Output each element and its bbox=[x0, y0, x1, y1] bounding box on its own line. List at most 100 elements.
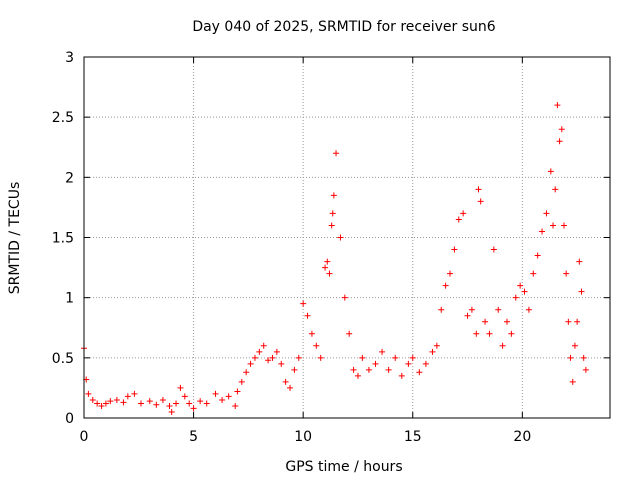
data-point bbox=[333, 150, 340, 157]
data-point bbox=[578, 288, 585, 295]
data-point bbox=[571, 342, 578, 349]
data-point bbox=[308, 330, 315, 337]
y-tick-label: 1 bbox=[65, 291, 74, 307]
data-point bbox=[166, 402, 173, 409]
data-point bbox=[124, 393, 131, 400]
data-point bbox=[177, 384, 184, 391]
y-tick-label: 0.5 bbox=[52, 351, 74, 367]
data-point bbox=[265, 357, 272, 364]
data-point bbox=[190, 405, 197, 412]
data-point bbox=[197, 398, 204, 405]
data-point bbox=[212, 390, 219, 397]
data-point bbox=[455, 216, 462, 223]
data-point bbox=[232, 402, 239, 409]
chart-title: Day 040 of 2025, SRMTID for receiver sun… bbox=[192, 19, 495, 35]
data-point bbox=[563, 270, 570, 277]
data-point bbox=[503, 318, 510, 325]
y-tick-label: 0 bbox=[65, 411, 74, 427]
data-point bbox=[313, 342, 320, 349]
data-point bbox=[567, 354, 574, 361]
data-point bbox=[102, 400, 109, 407]
x-tick-label: 20 bbox=[513, 429, 531, 445]
data-point bbox=[558, 126, 565, 133]
data-point bbox=[256, 348, 263, 355]
data-point bbox=[508, 330, 515, 337]
data-point bbox=[486, 330, 493, 337]
data-point bbox=[468, 306, 475, 313]
data-point bbox=[543, 210, 550, 217]
data-point bbox=[409, 354, 416, 361]
data-point bbox=[295, 354, 302, 361]
data-point bbox=[219, 396, 226, 403]
data-point bbox=[554, 102, 561, 109]
data-point bbox=[322, 264, 329, 271]
data-point bbox=[560, 222, 567, 229]
data-point bbox=[422, 360, 429, 367]
data-point bbox=[238, 378, 245, 385]
data-point bbox=[359, 354, 366, 361]
data-point bbox=[550, 222, 557, 229]
data-point bbox=[181, 393, 188, 400]
data-point bbox=[416, 369, 423, 376]
data-point bbox=[451, 246, 458, 253]
x-tick-label: 15 bbox=[404, 429, 422, 445]
data-point bbox=[324, 258, 331, 265]
data-point bbox=[330, 192, 337, 199]
data-point bbox=[291, 366, 298, 373]
data-point bbox=[153, 401, 160, 408]
data-point bbox=[464, 312, 471, 319]
data-point bbox=[89, 396, 96, 403]
data-point bbox=[530, 270, 537, 277]
data-point bbox=[247, 360, 254, 367]
data-point bbox=[94, 400, 101, 407]
data-point bbox=[547, 168, 554, 175]
axis-ticks: 0 0.5 1 1.5 2 2.5 3 0 5 10 15 20 bbox=[52, 50, 610, 445]
data-point bbox=[525, 306, 532, 313]
data-point bbox=[317, 354, 324, 361]
x-axis-label: GPS time / hours bbox=[285, 459, 402, 475]
data-point bbox=[159, 396, 166, 403]
data-point bbox=[534, 252, 541, 259]
data-point bbox=[429, 348, 436, 355]
data-point bbox=[521, 288, 528, 295]
data-point bbox=[300, 300, 307, 307]
data-point bbox=[477, 198, 484, 205]
data-point bbox=[269, 354, 276, 361]
x-tick-label: 10 bbox=[294, 429, 312, 445]
data-point bbox=[405, 360, 412, 367]
data-point bbox=[379, 348, 386, 355]
data-point bbox=[278, 360, 285, 367]
data-point bbox=[517, 282, 524, 289]
data-point bbox=[482, 318, 489, 325]
data-point bbox=[186, 400, 193, 407]
data-point bbox=[234, 388, 241, 395]
data-point bbox=[490, 246, 497, 253]
data-point bbox=[113, 396, 120, 403]
data-point bbox=[576, 258, 583, 265]
data-point bbox=[107, 398, 114, 405]
data-point bbox=[495, 306, 502, 313]
data-point bbox=[137, 400, 144, 407]
data-point bbox=[328, 222, 335, 229]
data-point bbox=[442, 282, 449, 289]
data-point bbox=[304, 312, 311, 319]
data-point bbox=[569, 378, 576, 385]
y-tick-label: 3 bbox=[65, 50, 74, 66]
data-point bbox=[552, 186, 559, 193]
data-point bbox=[512, 294, 519, 301]
data-point bbox=[499, 342, 506, 349]
data-point bbox=[98, 402, 105, 409]
data-points bbox=[81, 102, 589, 415]
data-point bbox=[287, 384, 294, 391]
data-point bbox=[326, 270, 333, 277]
y-tick-label: 2 bbox=[65, 170, 74, 186]
data-point bbox=[131, 390, 138, 397]
data-point bbox=[385, 366, 392, 373]
data-point bbox=[337, 234, 344, 241]
data-point bbox=[329, 210, 336, 217]
data-point bbox=[251, 354, 258, 361]
y-axis-label: SRMTID / TECUs bbox=[7, 182, 23, 295]
data-point bbox=[85, 390, 92, 397]
